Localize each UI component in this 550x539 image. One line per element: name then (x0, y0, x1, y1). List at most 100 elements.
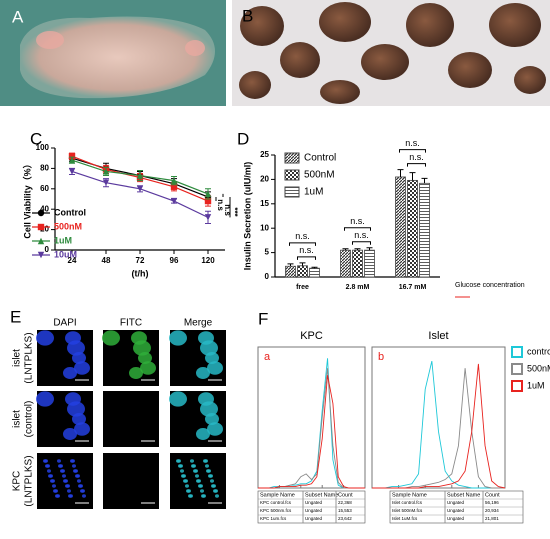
series-line (258, 368, 365, 489)
table-header: Subset Name (305, 492, 338, 498)
error-bar (354, 248, 361, 251)
cell (73, 469, 77, 473)
legend-label: 10uM (54, 249, 77, 259)
legend-label: 1uM (304, 187, 323, 198)
marker (136, 172, 144, 179)
cell (77, 479, 81, 483)
cell (131, 331, 147, 345)
annotation: n.s. (295, 231, 310, 241)
legend-swatch (284, 152, 300, 164)
cell (190, 459, 194, 463)
y-tick-label: 5 (265, 248, 270, 257)
table-cell: Ungated (305, 500, 323, 505)
cell (58, 464, 62, 468)
marker (102, 179, 110, 186)
panel-label: E (10, 307, 21, 326)
bracket (215, 193, 231, 218)
y-tick-label: 0 (265, 272, 270, 281)
cell (66, 484, 70, 488)
legend-label: 1uM (527, 380, 545, 390)
cell (215, 494, 219, 498)
table-cell: Islet control.fcs (392, 500, 423, 505)
column-header: Merge (184, 318, 213, 329)
column-header: FITC (120, 318, 142, 329)
error-bar (342, 248, 349, 251)
table-cell: Ungated (447, 516, 465, 521)
cell (70, 459, 74, 463)
cell (57, 459, 61, 463)
panel-label: D (237, 129, 249, 148)
row-label: KPC (12, 471, 23, 492)
table-header: Sample Name (392, 492, 427, 498)
bracket (407, 163, 426, 167)
bracket (289, 242, 316, 246)
photo-b (232, 0, 550, 106)
cell (195, 474, 199, 478)
legend-label: Control (304, 153, 336, 164)
x-tick-label: 2.8 mM (346, 284, 370, 291)
cell (63, 367, 77, 379)
table-cell: Ungated (447, 508, 465, 513)
column-header: DAPI (53, 318, 76, 329)
legend-swatch (511, 380, 523, 392)
table-cell: 20,934 (485, 508, 499, 513)
x-axis-label: (t/h) (132, 268, 149, 278)
cell (44, 459, 48, 463)
error-bar (421, 177, 428, 184)
cell (74, 361, 90, 375)
bar (285, 265, 296, 278)
micrograph (103, 453, 159, 509)
error-bar (299, 262, 306, 266)
panel-label: B (242, 6, 253, 25)
marker (102, 168, 110, 175)
cell (62, 474, 66, 478)
annotation: *** (230, 207, 239, 217)
bar (340, 249, 351, 278)
x-tick-label: 16.7 mM (399, 284, 427, 291)
bar (419, 182, 430, 278)
cell (214, 489, 218, 493)
bar (395, 176, 406, 278)
row-label: (LNTPLKS) (24, 332, 35, 383)
table-cell: KPC 500nm.fcs (260, 508, 292, 513)
cell (74, 422, 90, 436)
cell (207, 361, 223, 375)
cell (207, 422, 223, 436)
cell (196, 367, 210, 379)
cell (47, 469, 51, 473)
x-tick-label: 120 (201, 256, 215, 265)
marker (37, 223, 45, 231)
legend-label: control (527, 346, 550, 356)
cell (169, 391, 187, 407)
x-axis-label: Glucose concentration (455, 282, 525, 289)
marker (170, 197, 178, 205)
cell (185, 484, 189, 488)
y-tick-label: 20 (40, 225, 49, 234)
marker (136, 185, 144, 192)
table-cell: 56,196 (485, 500, 499, 505)
annotation: n.s (216, 199, 225, 211)
marker (37, 251, 45, 259)
cell (197, 479, 201, 483)
marker (204, 214, 212, 221)
cell (63, 428, 77, 440)
cell (184, 479, 188, 483)
cell (191, 464, 195, 468)
cell (140, 361, 156, 375)
marker (204, 197, 212, 205)
annotation: n.s (223, 204, 232, 216)
series-line (258, 375, 365, 489)
cell (81, 489, 85, 493)
table-header: Subset Name (447, 492, 480, 498)
x-tick-label: 96 (170, 256, 179, 265)
cell (188, 494, 192, 498)
table-cell: 21,801 (485, 516, 499, 521)
cell (129, 367, 143, 379)
error-bar (287, 263, 294, 267)
legend-swatch (284, 186, 300, 198)
legend-label: 1uM (54, 235, 72, 245)
cell (203, 459, 207, 463)
table-cell: Ungated (447, 500, 465, 505)
plot-frame (257, 346, 366, 489)
legend-label: 500nM (54, 221, 82, 231)
